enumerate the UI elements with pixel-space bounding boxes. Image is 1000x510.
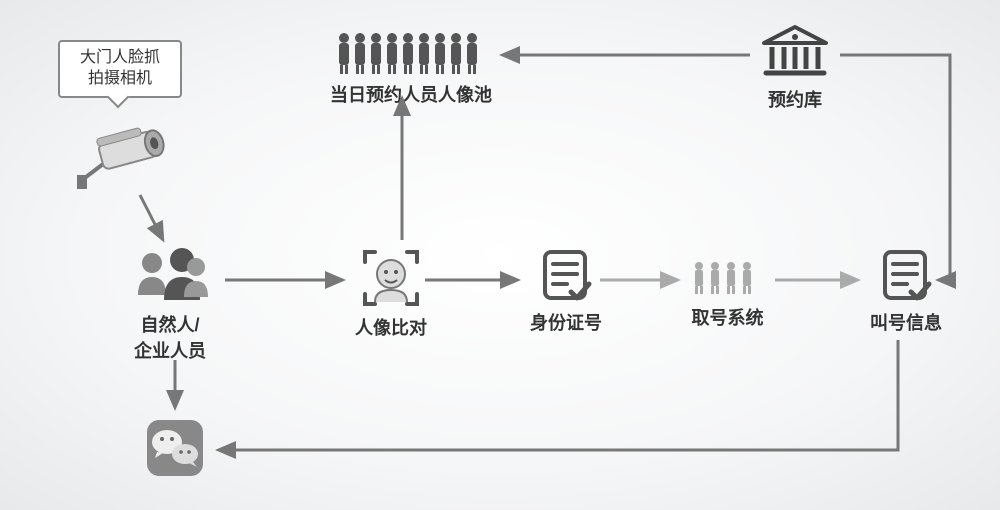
node-person: 自然人/ 企业人员 (130, 245, 210, 363)
cctv-camera-icon (75, 120, 175, 190)
node-wechat (145, 418, 205, 478)
node-camera (75, 120, 175, 190)
people-group-icon (130, 245, 210, 305)
compare-label: 人像比对 (355, 314, 427, 340)
library-label: 预约库 (760, 86, 830, 112)
wechat-icon (145, 418, 205, 478)
ticket-label: 取号系统 (690, 304, 765, 330)
idcard-label: 身份证号 (530, 309, 602, 335)
node-ticket: 取号系统 (690, 258, 765, 330)
node-callinfo: 叫号信息 (870, 248, 942, 335)
document-check-icon-2 (879, 248, 934, 303)
person-label-2: 企业人员 (134, 341, 206, 361)
bank-building-icon (760, 25, 830, 80)
pool-label: 当日预约人员人像池 (330, 81, 492, 107)
node-compare: 人像比对 (355, 248, 427, 340)
node-idcard: 身份证号 (530, 248, 602, 335)
people-queue-icon (336, 30, 486, 75)
face-scan-icon (361, 248, 421, 308)
queue-small-icon (690, 258, 765, 298)
node-library: 预约库 (760, 25, 830, 112)
person-label-1: 自然人/ (140, 315, 199, 335)
camera-callout: 大门人脸抓 拍摄相机 (58, 40, 182, 98)
callout-line1: 大门人脸抓 (80, 49, 160, 66)
callout-line2: 拍摄相机 (88, 70, 152, 87)
document-check-icon (539, 248, 594, 303)
node-pool: 当日预约人员人像池 (330, 30, 492, 107)
callinfo-label: 叫号信息 (870, 309, 942, 335)
